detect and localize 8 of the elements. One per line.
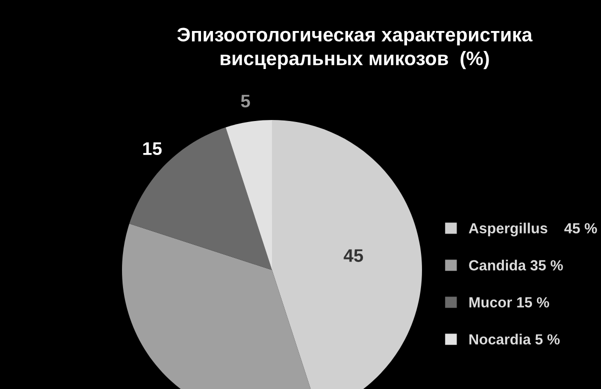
legend-label: Candida 35 % bbox=[469, 260, 563, 271]
data-label: 5 bbox=[241, 94, 250, 108]
chart-title: Эпизоотологическая характеристика висцеральных микозов (%) bbox=[177, 28, 533, 70]
legend-label: Mucor 15 % bbox=[469, 297, 550, 308]
legend-label: Nocardia 5 % bbox=[469, 334, 560, 344]
legend-label: Aspergillus 45 % bbox=[468, 222, 597, 236]
data-label: 45 bbox=[344, 249, 364, 262]
data-label: 15 bbox=[143, 142, 162, 155]
